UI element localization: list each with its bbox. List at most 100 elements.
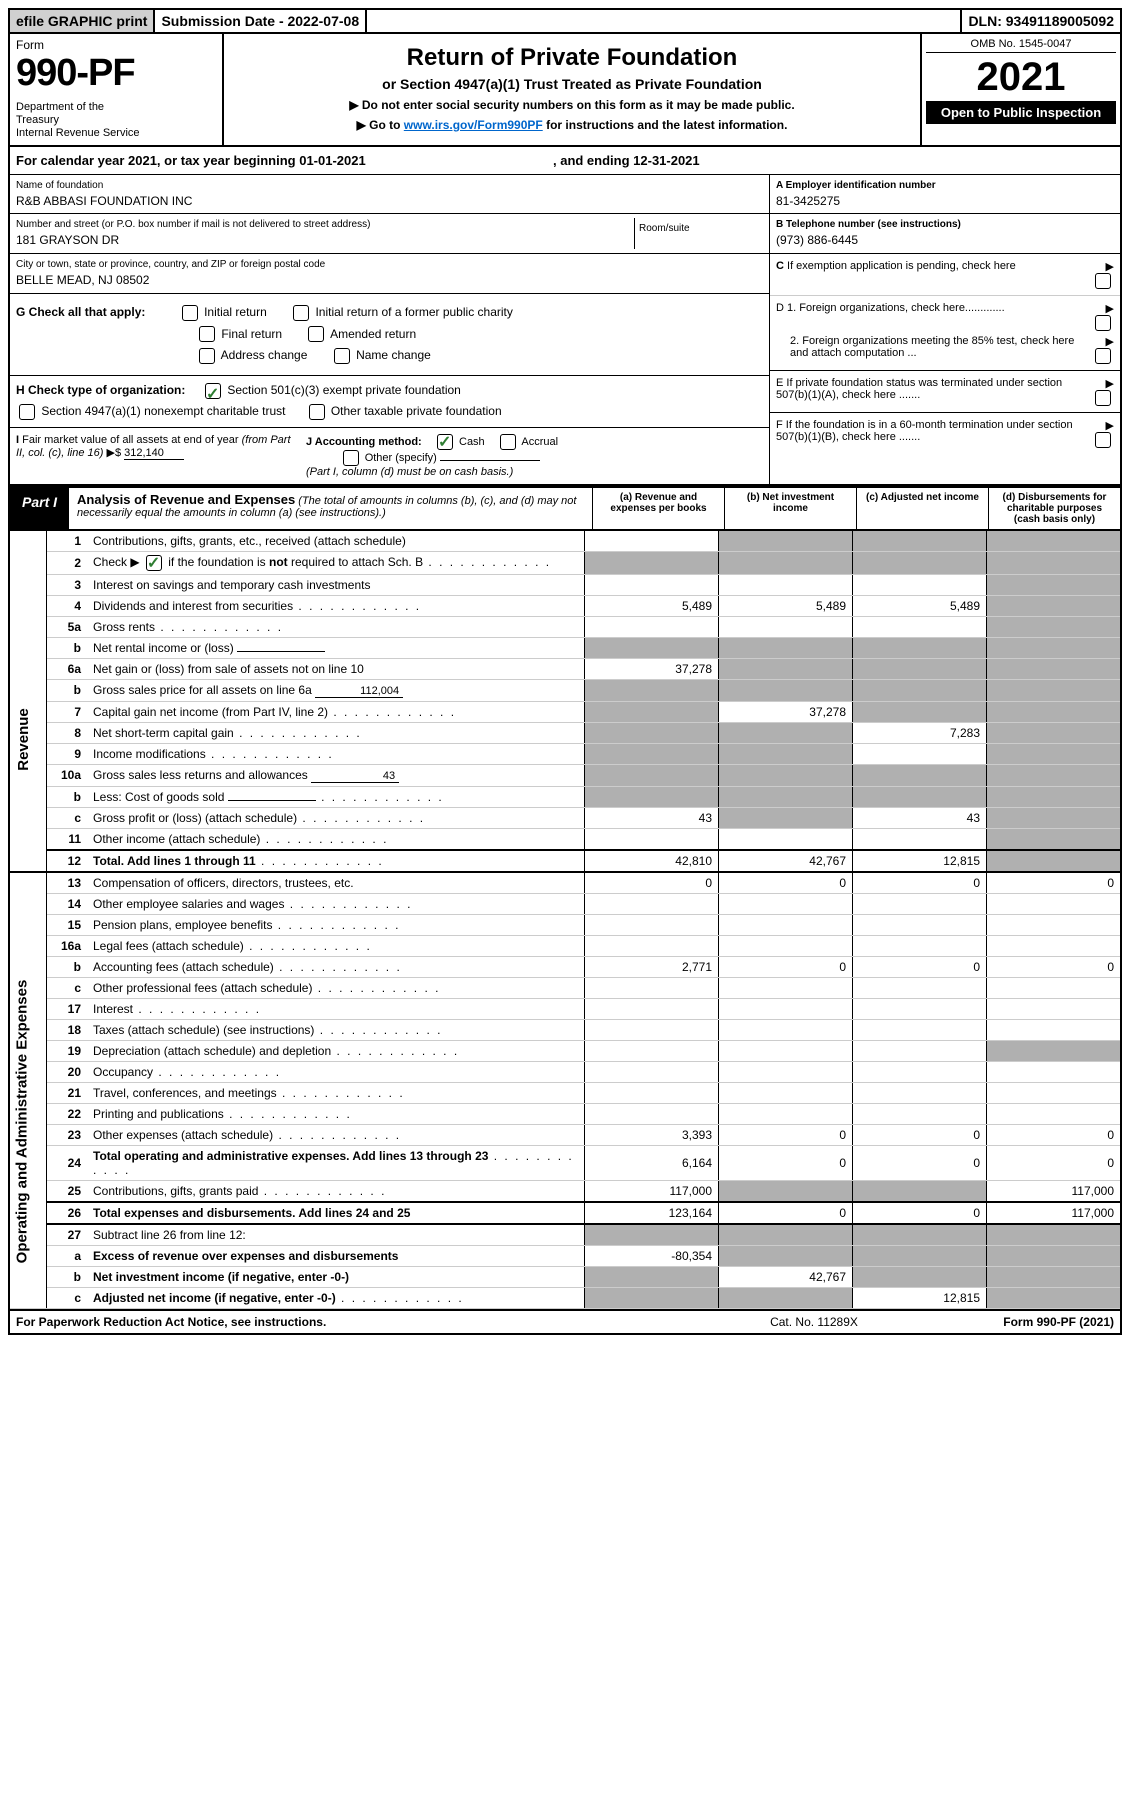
table-row: 17Interest — [10, 998, 1120, 1019]
amount-cell — [585, 616, 719, 637]
name-label: Name of foundation — [16, 179, 763, 193]
amount-cell — [987, 1082, 1121, 1103]
amount-cell — [853, 1180, 987, 1202]
col-c-head: (c) Adjusted net income — [856, 488, 988, 529]
amount-cell — [719, 1180, 853, 1202]
initial-former-checkbox[interactable] — [293, 305, 309, 321]
initial-return-checkbox[interactable] — [182, 305, 198, 321]
e-checkbox[interactable] — [1095, 390, 1111, 406]
table-row: 10aGross sales less returns and allowanc… — [10, 764, 1120, 786]
row-description: Other income (attach schedule) — [89, 828, 585, 850]
d1-label: D 1. Foreign organizations, check here..… — [776, 302, 1084, 331]
f-checkbox[interactable] — [1095, 432, 1111, 448]
4947a1-checkbox[interactable] — [19, 404, 35, 420]
501c3-checkbox[interactable] — [205, 383, 221, 399]
submission-date: Submission Date - 2022-07-08 — [155, 10, 367, 32]
table-row: 7Capital gain net income (from Part IV, … — [10, 701, 1120, 722]
amount-cell — [987, 679, 1121, 701]
row-description: Compensation of officers, directors, tru… — [89, 872, 585, 894]
instr-2: ▶ Go to www.irs.gov/Form990PF for instru… — [230, 118, 914, 132]
row-number: 26 — [47, 1202, 90, 1224]
other-taxable-checkbox[interactable] — [309, 404, 325, 420]
table-row: 22Printing and publications — [10, 1103, 1120, 1124]
amount-cell — [853, 616, 987, 637]
amount-cell — [719, 1082, 853, 1103]
amount-cell — [987, 1266, 1121, 1287]
c-checkbox[interactable] — [1095, 273, 1111, 289]
table-row: 19Depreciation (attach schedule) and dep… — [10, 1040, 1120, 1061]
final-return-checkbox[interactable] — [199, 326, 215, 342]
amount-cell: 42,810 — [585, 850, 719, 872]
amount-cell — [585, 935, 719, 956]
amount-cell: 0 — [719, 956, 853, 977]
amount-cell — [853, 1019, 987, 1040]
other-method-checkbox[interactable] — [343, 450, 359, 466]
amount-cell — [719, 637, 853, 658]
amount-cell — [987, 1103, 1121, 1124]
row-description: Gross sales price for all assets on line… — [89, 679, 585, 701]
omb-number: OMB No. 1545-0047 — [926, 38, 1116, 53]
address-change-checkbox[interactable] — [199, 348, 215, 364]
amount-cell — [987, 914, 1121, 935]
col-d-head: (d) Disbursements for charitable purpose… — [988, 488, 1120, 529]
table-row: Revenue1Contributions, gifts, grants, et… — [10, 531, 1120, 552]
amount-cell — [987, 595, 1121, 616]
amount-cell — [719, 1061, 853, 1082]
row-description: Gross profit or (loss) (attach schedule) — [89, 807, 585, 828]
amount-cell — [853, 1040, 987, 1061]
i-j-row: I Fair market value of all assets at end… — [10, 427, 769, 484]
table-row: 8Net short-term capital gain7,283 — [10, 722, 1120, 743]
row-number: 24 — [47, 1145, 90, 1180]
row-description: Net rental income or (loss) — [89, 637, 585, 658]
table-row: 5aGross rents — [10, 616, 1120, 637]
amount-cell — [987, 764, 1121, 786]
amount-cell: 0 — [853, 1145, 987, 1180]
ein-label: A Employer identification number — [776, 179, 1114, 193]
d1-checkbox[interactable] — [1095, 315, 1111, 331]
amount-cell — [719, 1245, 853, 1266]
amount-cell: 0 — [719, 1124, 853, 1145]
amount-cell: 3,393 — [585, 1124, 719, 1145]
name-change-checkbox[interactable] — [334, 348, 350, 364]
row-number: 11 — [47, 828, 90, 850]
row-description: Interest on savings and temporary cash i… — [89, 574, 585, 595]
table-row: 16aLegal fees (attach schedule) — [10, 935, 1120, 956]
amended-return-checkbox[interactable] — [308, 326, 324, 342]
amount-cell — [585, 1040, 719, 1061]
table-row: bNet rental income or (loss) — [10, 637, 1120, 658]
amount-cell: 5,489 — [853, 595, 987, 616]
e-label: E If private foundation status was termi… — [776, 377, 1084, 401]
row-description: Other expenses (attach schedule) — [89, 1124, 585, 1145]
instructions-link[interactable]: www.irs.gov/Form990PF — [404, 118, 543, 132]
schb-checkbox[interactable] — [146, 555, 162, 571]
amount-cell — [719, 1287, 853, 1308]
row-description: Taxes (attach schedule) (see instruction… — [89, 1019, 585, 1040]
row-number: 18 — [47, 1019, 90, 1040]
table-row: 23Other expenses (attach schedule)3,3930… — [10, 1124, 1120, 1145]
table-row: cGross profit or (loss) (attach schedule… — [10, 807, 1120, 828]
dln: DLN: 93491189005092 — [960, 10, 1120, 32]
amount-cell — [585, 914, 719, 935]
tax-year: 2021 — [926, 57, 1116, 97]
amount-cell — [585, 1082, 719, 1103]
row-description: Gross sales less returns and allowances … — [89, 764, 585, 786]
amount-cell: 5,489 — [585, 595, 719, 616]
accrual-checkbox[interactable] — [500, 434, 516, 450]
f-label: F If the foundation is in a 60-month ter… — [776, 419, 1084, 443]
row-number: 20 — [47, 1061, 90, 1082]
amount-cell — [719, 616, 853, 637]
amount-cell — [853, 914, 987, 935]
amount-cell: 12,815 — [853, 1287, 987, 1308]
cash-checkbox[interactable] — [437, 434, 453, 450]
amount-cell — [853, 764, 987, 786]
amount-cell — [987, 1245, 1121, 1266]
amount-cell: 117,000 — [987, 1202, 1121, 1224]
d2-checkbox[interactable] — [1095, 348, 1111, 364]
row-number: 3 — [47, 574, 90, 595]
table-row: bNet investment income (if negative, ent… — [10, 1266, 1120, 1287]
table-row: 27Subtract line 26 from line 12: — [10, 1224, 1120, 1246]
table-row: 18Taxes (attach schedule) (see instructi… — [10, 1019, 1120, 1040]
amount-cell — [719, 828, 853, 850]
amount-cell — [987, 616, 1121, 637]
street-address: 181 GRAYSON DR — [16, 232, 634, 249]
